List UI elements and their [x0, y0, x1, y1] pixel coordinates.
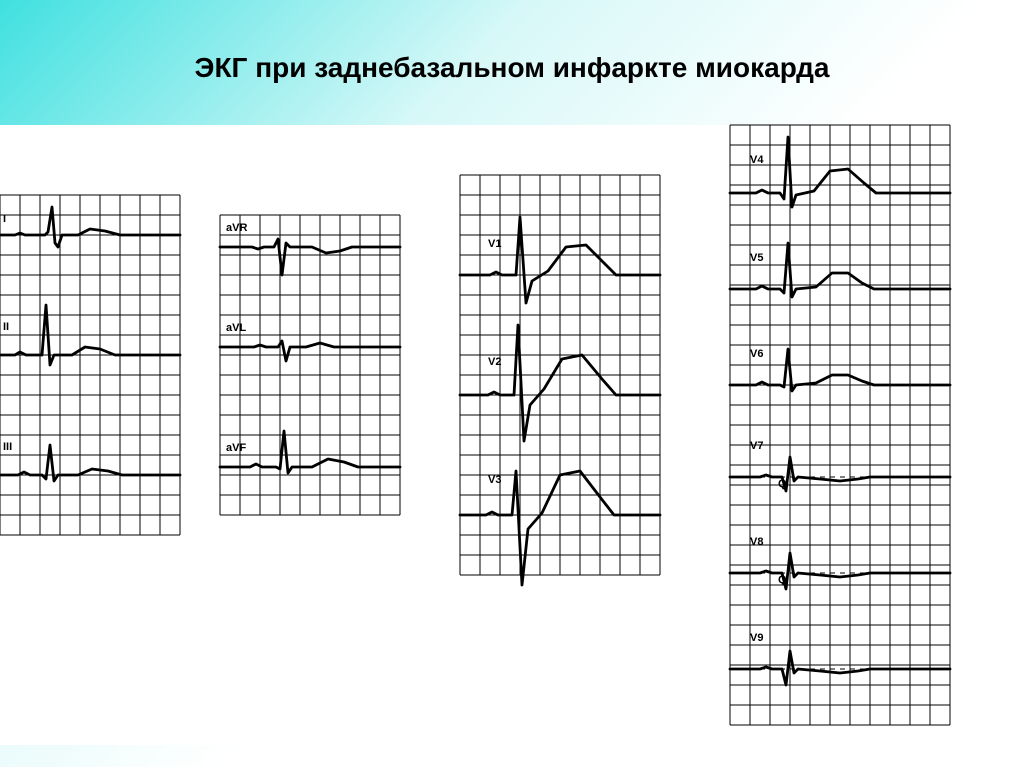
grid — [0, 195, 180, 535]
lead-label-V3: V3 — [488, 474, 501, 486]
grid — [220, 215, 400, 515]
ecg-panel-precordial-leads-1: V1 V2 V3 — [460, 175, 660, 575]
ecg-panel-augmented-leads: aVR aVL aVF — [220, 215, 400, 515]
lead-label-V7: V7 — [750, 440, 763, 452]
ecg-panel-limb-leads: IIIIII — [0, 195, 180, 535]
lead-label-aVF: aVF — [226, 442, 246, 454]
lead-label-aVL: aVL — [226, 322, 246, 334]
annotation-Q-V8: Q — [778, 574, 787, 586]
lead-label-V8: V8 — [750, 536, 763, 548]
ecg-trace-aVR — [220, 239, 400, 275]
slide: ЭКГ при заднебазальном инфаркте миокарда… — [0, 0, 1024, 767]
lead-label-V4: V4 — [750, 154, 764, 166]
ecg-trace-V7 — [730, 457, 950, 491]
ecg-trace-aVL — [220, 341, 400, 361]
ecg-trace-V4 — [730, 137, 950, 207]
lead-label-III: III — [3, 441, 12, 453]
annotation-Q-V7: Q — [778, 478, 787, 490]
lead-label-I: I — [3, 213, 6, 225]
lead-label-V5: V5 — [750, 252, 763, 264]
lead-label-V9: V9 — [750, 632, 763, 644]
lead-label-V2: V2 — [488, 356, 501, 368]
lead-label-II: II — [3, 321, 9, 333]
slide-title: ЭКГ при заднебазальном инфаркте миокарда — [0, 52, 1024, 84]
ecg-trace-I — [0, 207, 180, 247]
ecg-panel-precordial-leads-2: V4 V5 V6 V7 Q V8 Q V9 — [730, 125, 950, 725]
ecg-trace-aVF — [220, 431, 400, 473]
lead-label-V1: V1 — [488, 238, 501, 250]
ecg-panels-area: IIIIIIaVRaVLaVFV1V2V3V4V5V6V7QV8QV9 — [0, 125, 1024, 745]
ecg-trace-V9 — [730, 651, 950, 685]
lead-label-V6: V6 — [750, 348, 763, 360]
lead-label-aVR: aVR — [226, 222, 247, 234]
ecg-trace-V8 — [730, 553, 950, 589]
ecg-trace-III — [0, 445, 180, 481]
